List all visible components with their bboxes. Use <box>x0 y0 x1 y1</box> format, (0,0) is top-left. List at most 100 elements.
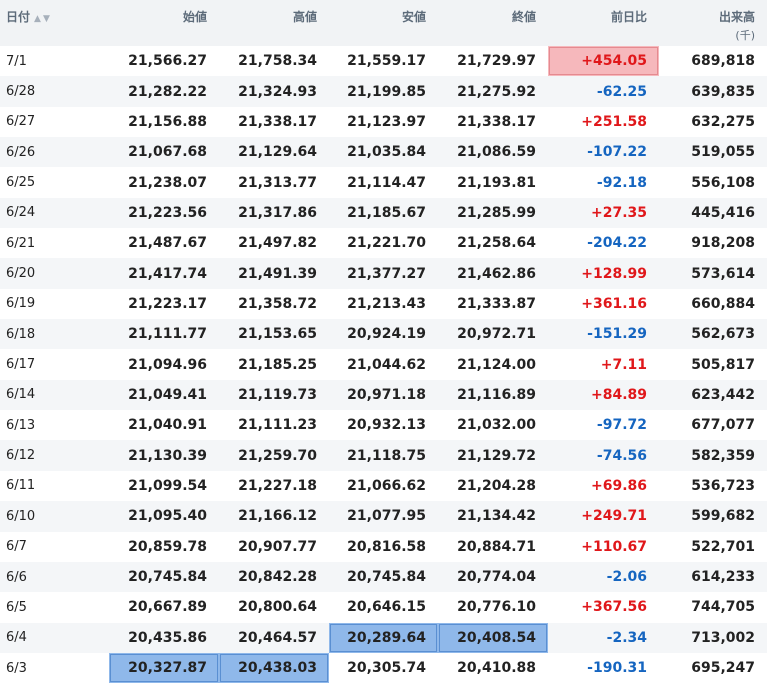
cell-date: 6/18 <box>6 326 36 342</box>
cell-open: 21,040.91 <box>128 417 207 434</box>
cell-change: -107.22 <box>587 144 647 161</box>
cell-change: -97.72 <box>596 417 647 434</box>
cell-high: 21,259.70 <box>238 447 317 464</box>
cell-volume: 623,442 <box>691 386 755 403</box>
cell-open: 21,238.07 <box>128 174 207 191</box>
cell-date: 6/7 <box>6 539 27 555</box>
header-volume: 出来高 (千) <box>659 0 767 46</box>
cell-high: 21,153.65 <box>238 326 317 343</box>
cell-low: 21,066.62 <box>347 477 426 494</box>
table-row: 6/26 21,067.68 21,129.64 21,035.84 21,086.59… <box>0 137 767 168</box>
table-row: 6/13 21,040.91 21,111.23 20,932.13 21,032.00… <box>0 410 767 440</box>
sort-arrows-icon[interactable]: ▲▼ <box>34 14 52 24</box>
table-row: 6/12 21,130.39 21,259.70 21,118.75 21,129.72… <box>0 440 767 471</box>
cell-low: 20,816.58 <box>347 538 426 555</box>
cell-high: 21,317.86 <box>238 204 317 221</box>
table-row: 6/20 21,417.74 21,491.39 21,377.27 21,462.86… <box>0 258 767 289</box>
cell-volume: 918,208 <box>691 235 755 252</box>
header-low: 安値 <box>401 10 426 24</box>
cell-low: 21,114.47 <box>347 174 426 191</box>
cell-volume: 689,818 <box>691 53 755 70</box>
table-row: 6/27 21,156.88 21,338.17 21,123.97 21,338.17… <box>0 107 767 137</box>
cell-volume: 562,673 <box>691 326 755 343</box>
header-open: 始値 <box>182 10 207 24</box>
cell-change: +367.56 <box>581 599 647 616</box>
cell-open: 21,566.27 <box>128 53 207 70</box>
cell-high: 21,313.77 <box>238 174 317 191</box>
cell-close: 21,275.92 <box>457 83 536 100</box>
cell-date: 6/24 <box>6 205 36 221</box>
cell-open: 20,327.87 <box>109 652 219 683</box>
cell-close: 21,285.99 <box>457 204 536 221</box>
cell-volume: 599,682 <box>691 508 755 525</box>
cell-date: 6/17 <box>6 357 36 373</box>
table-row: 6/3 20,327.87 20,438.03 20,305.74 20,410.88 -… <box>0 652 767 683</box>
cell-volume: 744,705 <box>691 599 755 616</box>
cell-date: 6/25 <box>6 175 36 191</box>
cell-volume: 519,055 <box>691 144 755 161</box>
cell-open: 21,223.17 <box>128 295 207 312</box>
cell-open: 20,859.78 <box>128 538 207 555</box>
cell-date: 6/28 <box>6 84 36 100</box>
cell-open: 21,223.56 <box>128 204 207 221</box>
cell-open: 20,435.86 <box>128 629 207 646</box>
header-row: 日付 ▲▼ 始値 高値 安値 終値 前日比 出来高 (千) <box>0 0 767 46</box>
cell-date: 6/4 <box>6 630 27 646</box>
table-row: 6/25 21,238.07 21,313.77 21,114.47 21,193.81… <box>0 167 767 197</box>
cell-high: 21,758.34 <box>238 53 317 70</box>
cell-change: +84.89 <box>590 386 647 403</box>
cell-high: 21,358.72 <box>238 295 317 312</box>
cell-low: 20,289.64 <box>329 622 438 653</box>
cell-volume: 522,701 <box>691 538 755 555</box>
cell-change: +251.58 <box>581 113 647 130</box>
sort-desc-icon[interactable]: ▼ <box>42 14 52 24</box>
cell-date: 6/6 <box>6 569 27 585</box>
cell-high: 21,324.93 <box>238 83 317 100</box>
cell-volume: 660,884 <box>691 295 755 312</box>
cell-low: 21,377.27 <box>347 265 426 282</box>
table-row: 6/6 20,745.84 20,842.28 20,745.84 20,774.04 -… <box>0 561 767 593</box>
table-row: 6/11 21,099.54 21,227.18 21,066.62 21,204.28… <box>0 471 767 501</box>
cell-open: 21,067.68 <box>128 144 207 161</box>
cell-open: 21,282.22 <box>128 83 207 100</box>
cell-close: 21,462.86 <box>457 265 536 282</box>
cell-low: 21,118.75 <box>347 447 426 464</box>
cell-high: 21,129.64 <box>238 144 317 161</box>
cell-close: 21,258.64 <box>457 235 536 252</box>
cell-open: 21,417.74 <box>128 265 207 282</box>
cell-open: 20,745.84 <box>128 569 207 586</box>
cell-volume: 445,416 <box>691 204 755 221</box>
cell-change: -151.29 <box>587 326 647 343</box>
header-close: 終値 <box>511 10 536 24</box>
cell-open: 21,049.41 <box>128 386 207 403</box>
cell-volume: 556,108 <box>691 174 755 191</box>
cell-high: 20,438.03 <box>219 652 329 683</box>
cell-change: +249.71 <box>581 508 647 525</box>
cell-low: 21,044.62 <box>347 356 426 373</box>
header-date[interactable]: 日付 ▲▼ <box>0 0 109 46</box>
cell-change: +454.05 <box>548 46 659 77</box>
cell-low: 20,971.18 <box>347 386 426 403</box>
cell-high: 21,227.18 <box>238 477 317 494</box>
cell-change: -92.18 <box>596 174 647 191</box>
cell-close: 21,129.72 <box>457 447 536 464</box>
cell-low: 20,646.15 <box>347 599 426 616</box>
cell-high: 20,842.28 <box>238 569 317 586</box>
table-row: 6/21 21,487.67 21,497.82 21,221.70 21,258.64… <box>0 228 767 258</box>
table-row: 6/18 21,111.77 21,153.65 20,924.19 20,972.71… <box>0 319 767 350</box>
cell-close: 20,410.88 <box>457 660 536 677</box>
cell-high: 20,464.57 <box>238 629 317 646</box>
cell-date: 6/13 <box>6 417 36 433</box>
cell-low: 21,559.17 <box>347 53 426 70</box>
cell-date: 6/3 <box>6 660 27 676</box>
cell-high: 21,119.73 <box>238 386 317 403</box>
cell-high: 21,111.23 <box>238 417 317 434</box>
cell-change: -62.25 <box>596 83 647 100</box>
header-date-label: 日付 <box>6 10 31 24</box>
cell-date: 6/20 <box>6 266 36 282</box>
cell-date: 6/11 <box>6 478 36 494</box>
sort-asc-icon[interactable]: ▲ <box>34 14 43 24</box>
cell-volume: 573,614 <box>691 265 755 282</box>
table-row: 6/24 21,223.56 21,317.86 21,185.67 21,285.99… <box>0 197 767 229</box>
cell-change: -2.34 <box>606 629 647 646</box>
